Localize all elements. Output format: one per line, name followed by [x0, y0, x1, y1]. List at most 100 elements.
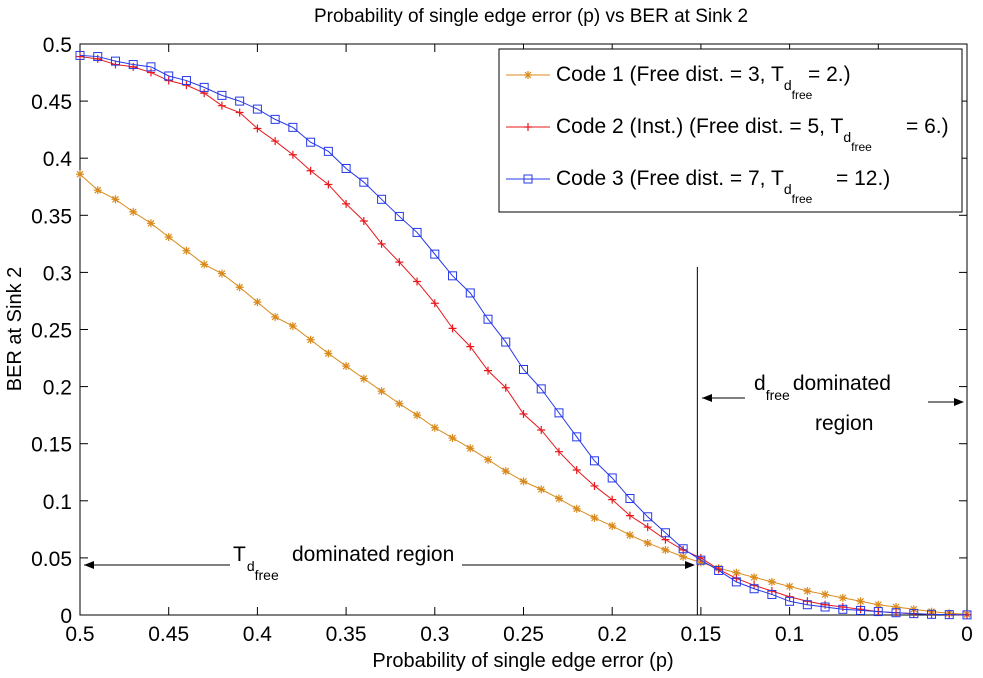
data-point [820, 602, 830, 612]
data-point [394, 211, 404, 221]
legend-marker [524, 71, 532, 79]
data-point [785, 596, 795, 606]
chart-title: Probability of single edge error (p) vs … [314, 6, 748, 27]
left-region-label: Tdfreedominated region [233, 543, 454, 583]
data-point [146, 62, 156, 72]
data-point [128, 60, 138, 70]
data-point [306, 137, 316, 147]
data-point [714, 565, 724, 575]
data-point [76, 170, 84, 179]
data-point [111, 195, 120, 204]
x-tick-label: 0.15 [680, 623, 721, 646]
data-point [483, 314, 493, 324]
data-point [785, 582, 794, 591]
legend-marker [523, 174, 533, 184]
data-point [589, 456, 599, 466]
y-tick-label: 0.1 [43, 491, 72, 514]
x-tick-label: 0.35 [326, 623, 367, 646]
y-tick-label: 0.4 [43, 148, 73, 171]
data-point [608, 521, 617, 530]
data-point [750, 573, 759, 582]
data-point [93, 52, 103, 62]
data-point [341, 163, 351, 173]
data-point [217, 269, 226, 278]
y-tick-labels: 0 0.05 0.1 0.15 0.2 0.25 0.3 0.35 0.4 0.45 0.5 [31, 34, 72, 628]
x-tick-labels: 0.5 0.45 0.4 0.35 0.3 0.25 0.2 0.15 0.1 0.05 0 [65, 623, 972, 646]
data-point [377, 194, 387, 204]
data-point [146, 219, 155, 228]
data-point [484, 455, 493, 464]
data-point [306, 335, 315, 344]
data-point [182, 246, 191, 255]
data-point [93, 186, 102, 195]
data-point [625, 511, 634, 520]
legend-samples [506, 71, 550, 184]
data-point [891, 608, 901, 618]
data-point [395, 399, 404, 408]
data-point [288, 150, 297, 159]
legend-entry-code3: Code 3 (Free dist. = 7, Tdfree= 12.) [556, 167, 890, 206]
data-point [377, 239, 386, 248]
data-point [696, 558, 705, 567]
data-point [643, 539, 652, 548]
data-point [838, 593, 847, 602]
data-point [661, 545, 670, 554]
data-point [767, 587, 776, 596]
data-point [253, 298, 262, 307]
data-point [466, 444, 475, 453]
data-point [554, 408, 564, 418]
data-point [767, 577, 776, 586]
y-tick-label: 0.15 [31, 434, 72, 457]
data-point [129, 207, 138, 216]
y-axis-label: BER at Sink 2 [4, 267, 26, 392]
x-tick-label: 0.2 [598, 623, 627, 646]
data-point [465, 288, 475, 298]
data-point [944, 610, 954, 620]
data-point [501, 383, 510, 392]
data-point [519, 410, 528, 419]
data-point [182, 81, 191, 90]
data-point [519, 477, 528, 486]
data-point [413, 411, 422, 420]
x-tick-label: 0.5 [65, 623, 94, 646]
data-point [484, 366, 493, 375]
data-point [767, 589, 777, 599]
data-point [607, 473, 617, 483]
left-arrow-head-right [685, 561, 695, 569]
data-point [643, 512, 653, 522]
x-axis-label: Probability of single edge error (p) [372, 650, 673, 672]
data-point [802, 600, 812, 610]
data-point [749, 584, 759, 594]
data-point [199, 82, 209, 92]
data-point [164, 76, 173, 85]
x-tick-label: 0.45 [148, 623, 189, 646]
x-tick-label: 0.05 [858, 623, 899, 646]
data-point [554, 447, 563, 456]
data-point [856, 605, 866, 615]
left-region-annotation: Tdfreedominated region [84, 543, 695, 583]
data-point [660, 528, 670, 538]
data-point [962, 610, 972, 620]
data-point [253, 124, 262, 133]
data-point [466, 342, 475, 351]
data-point [164, 232, 173, 241]
series-line [79, 54, 968, 616]
y-tick-label: 0.25 [31, 320, 72, 343]
data-point [501, 467, 510, 476]
data-point [448, 324, 457, 333]
data-point [323, 146, 333, 156]
legend-sample-2 [506, 123, 550, 131]
data-point [271, 137, 280, 146]
data-point [270, 114, 280, 124]
data-point [590, 513, 599, 522]
data-point [377, 387, 386, 396]
data-point [200, 260, 209, 269]
data-point [590, 481, 599, 490]
data-point [892, 603, 901, 612]
data-point [217, 101, 226, 110]
data-point [554, 494, 563, 503]
left-arrow-head [84, 561, 94, 569]
right-region-label-line2: region [815, 412, 873, 435]
x-tick-label: 0.4 [243, 623, 273, 646]
